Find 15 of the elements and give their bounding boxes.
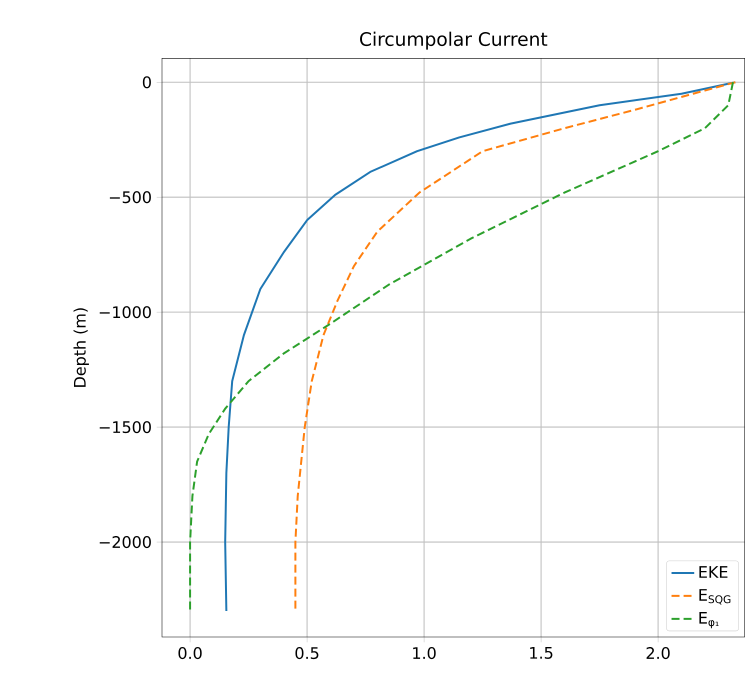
x-tick-label: 1.5 [530,647,552,659]
y-axis-title: Depth (m) [74,308,89,387]
y-tick-label: −2000 [100,536,151,548]
x-tick-label: 0.5 [295,647,318,660]
legend-label: E$_{SQG}$ [699,589,730,604]
x-tick-label: 2.0 [646,647,670,660]
y-tick-label: −1500 [100,421,151,434]
legend-label: EKE [699,566,728,578]
y-tick-label: −500 [110,191,151,204]
legend-label: E$_{φ₁}$ [699,612,719,628]
y-tick-label: −1000 [100,306,151,318]
x-tick-label: 0.0 [178,647,202,660]
chart-title: Circumpolar Current [360,32,548,50]
y-tick-label: 0 [142,76,151,88]
x-tick-label: 1.0 [413,647,436,660]
